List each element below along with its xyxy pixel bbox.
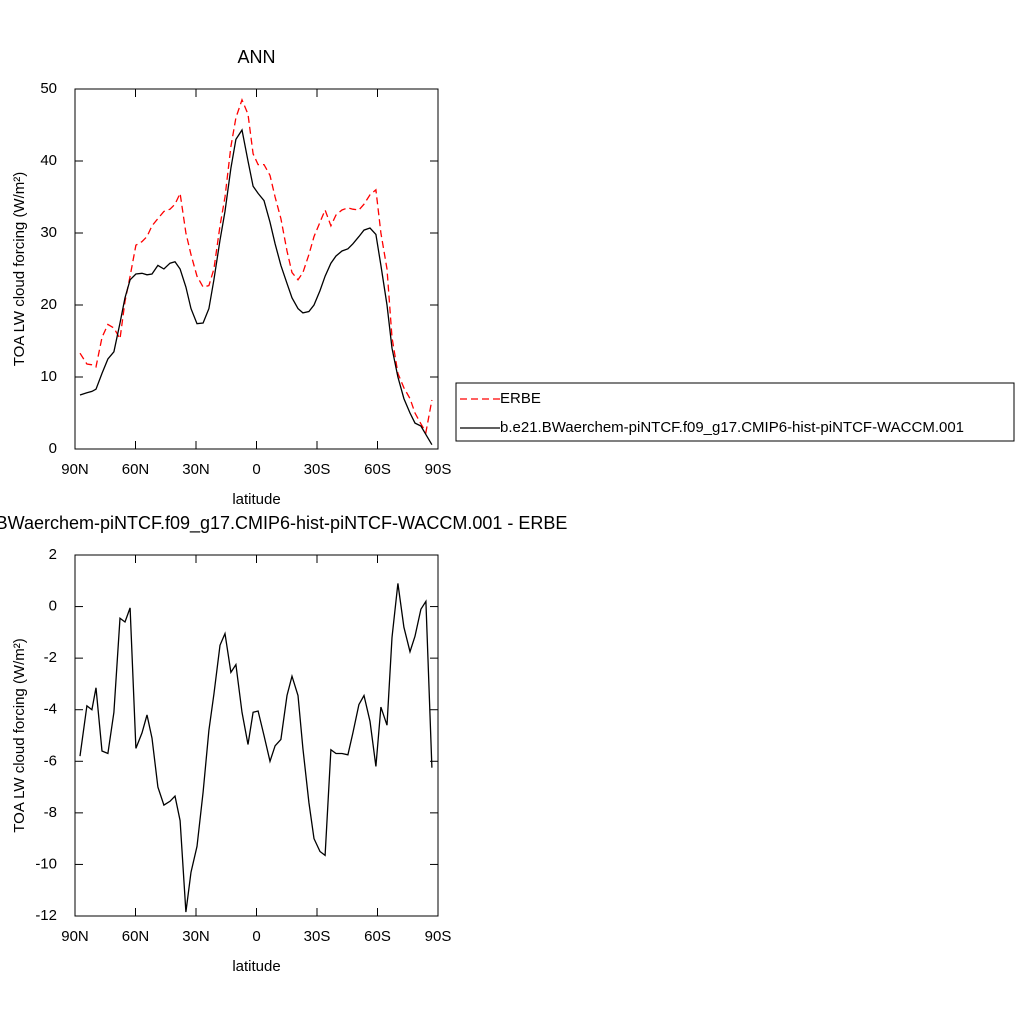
- data-line: [79, 128, 433, 446]
- y-tick-label: 10: [40, 368, 57, 385]
- y-tick-label: 40: [40, 152, 57, 169]
- y-tick-label: 0: [49, 440, 57, 457]
- y-tick-label: 0: [49, 598, 57, 615]
- x-tick-label: 90N: [61, 461, 89, 478]
- x-tick-label: 90N: [61, 928, 89, 945]
- x-tick-label: 60N: [122, 928, 150, 945]
- x-tick-label: 30S: [304, 928, 331, 945]
- y-tick-label: -8: [44, 804, 57, 821]
- legend-label: ERBE: [500, 390, 541, 407]
- legend: ERBE b.e21.BWaerchem-piNTCF.f09_g17.CMIP6…: [455, 382, 1015, 442]
- x-tick-label: 90S: [425, 928, 452, 945]
- y-axis-label: TOA LW cloud forcing (W/m²): [11, 638, 28, 832]
- y-tick-label: 20: [40, 296, 57, 313]
- y-tick-label: -6: [44, 752, 57, 769]
- x-tick-label: 60N: [122, 461, 150, 478]
- x-tick-label: 0: [252, 928, 260, 945]
- y-tick-label: 50: [40, 80, 57, 97]
- chart-title: b.e21.BWaerchem-piNTCF.f09_g17.CMIP6-his…: [0, 513, 567, 534]
- data-line: [79, 97, 433, 435]
- x-tick-label: 90S: [425, 461, 452, 478]
- x-tick-label: 60S: [364, 461, 391, 478]
- y-tick-label: 30: [40, 224, 57, 241]
- x-axis-label: latitude: [232, 491, 280, 508]
- data-line: [79, 583, 433, 913]
- y-axis-label: TOA LW cloud forcing (W/m²): [11, 172, 28, 366]
- y-tick-label: -12: [35, 907, 57, 924]
- chart-title: ANN: [237, 47, 275, 67]
- y-tick-label: -2: [44, 649, 57, 666]
- x-tick-label: 30N: [182, 461, 210, 478]
- y-tick-label: -10: [35, 855, 57, 872]
- legend-label: b.e21.BWaerchem-piNTCF.f09_g17.CMIP6-his…: [500, 419, 964, 436]
- x-tick-label: 30S: [304, 461, 331, 478]
- x-tick-label: 0: [252, 461, 260, 478]
- legend-box: [455, 382, 1015, 442]
- y-tick-label: 2: [49, 546, 57, 563]
- y-tick-label: -4: [44, 701, 57, 718]
- x-tick-label: 60S: [364, 928, 391, 945]
- x-tick-label: 30N: [182, 928, 210, 945]
- x-axis-label: latitude: [232, 958, 280, 975]
- plot-frame: [74, 88, 439, 450]
